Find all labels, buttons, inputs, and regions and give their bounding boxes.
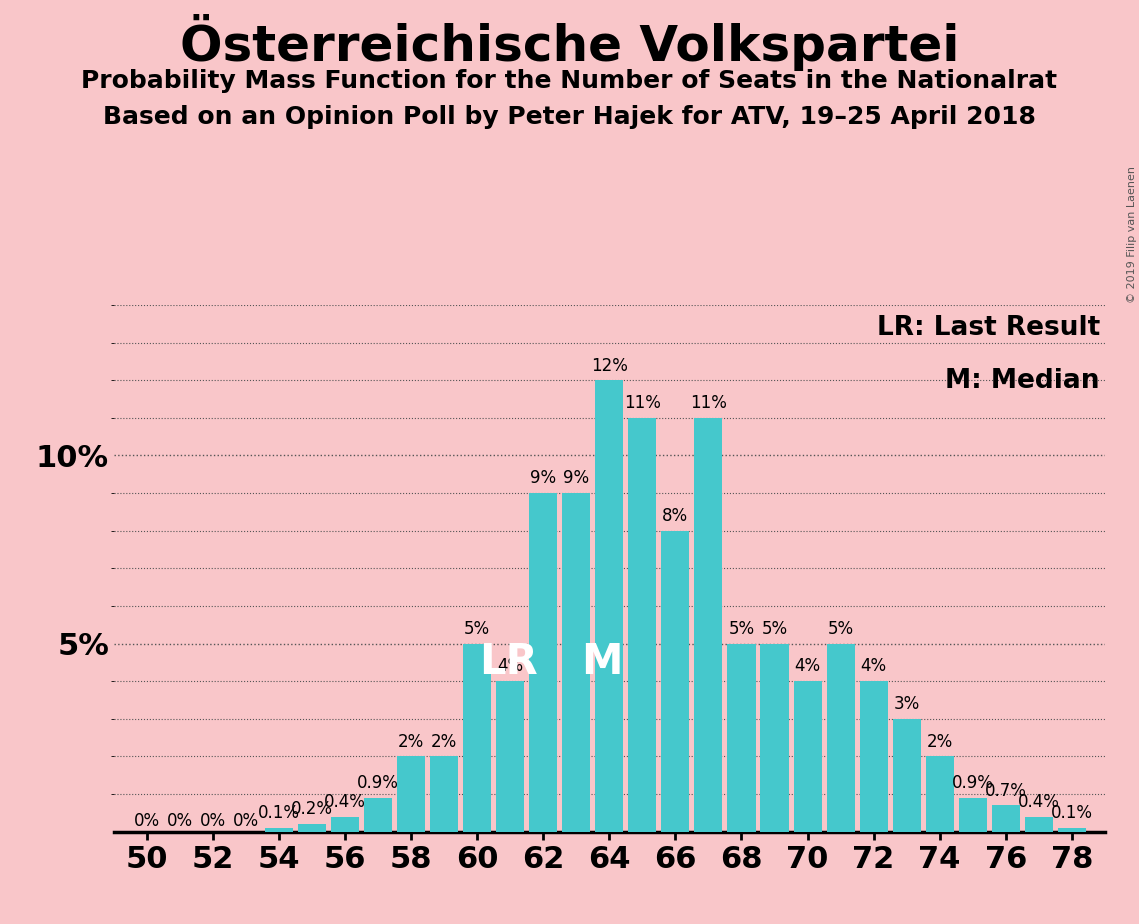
Text: 2%: 2% <box>926 733 953 750</box>
Bar <box>893 719 920 832</box>
Text: 5%: 5% <box>465 620 490 638</box>
Bar <box>464 643 491 832</box>
Bar <box>959 797 986 832</box>
Text: © 2019 Filip van Laenen: © 2019 Filip van Laenen <box>1126 166 1137 303</box>
Bar <box>662 530 689 832</box>
Text: 11%: 11% <box>624 395 661 412</box>
Bar <box>1025 817 1052 832</box>
Text: 0.4%: 0.4% <box>1018 793 1059 811</box>
Text: 4%: 4% <box>498 658 523 675</box>
Bar <box>695 418 722 832</box>
Bar <box>794 681 821 832</box>
Text: 9%: 9% <box>564 469 589 487</box>
Bar <box>1058 828 1085 832</box>
Text: 0.2%: 0.2% <box>292 800 333 819</box>
Bar <box>596 380 623 832</box>
Bar <box>827 643 854 832</box>
Text: 8%: 8% <box>663 507 688 525</box>
Text: 5%: 5% <box>762 620 787 638</box>
Bar <box>265 828 293 832</box>
Text: 0.4%: 0.4% <box>325 793 366 811</box>
Bar <box>298 824 326 832</box>
Text: Probability Mass Function for the Number of Seats in the Nationalrat: Probability Mass Function for the Number… <box>81 69 1058 93</box>
Text: 0.7%: 0.7% <box>985 782 1026 799</box>
Bar <box>530 493 557 832</box>
Text: 0.1%: 0.1% <box>1051 804 1092 822</box>
Bar <box>629 418 656 832</box>
Bar <box>563 493 590 832</box>
Text: 0.9%: 0.9% <box>358 774 399 792</box>
Bar <box>364 797 392 832</box>
Text: 5%: 5% <box>729 620 754 638</box>
Text: Based on an Opinion Poll by Peter Hajek for ATV, 19–25 April 2018: Based on an Opinion Poll by Peter Hajek … <box>103 105 1036 129</box>
Bar <box>398 757 425 832</box>
Text: 11%: 11% <box>690 395 727 412</box>
Bar <box>761 643 788 832</box>
Text: LR: Last Result: LR: Last Result <box>877 315 1100 342</box>
Text: 0%: 0% <box>233 811 259 830</box>
Text: 4%: 4% <box>795 658 820 675</box>
Text: 9%: 9% <box>531 469 556 487</box>
Text: Österreichische Volkspartei: Österreichische Volkspartei <box>180 14 959 71</box>
Text: 2%: 2% <box>398 733 425 750</box>
Text: 3%: 3% <box>893 695 920 713</box>
Text: 4%: 4% <box>861 658 886 675</box>
Text: LR: LR <box>480 641 539 684</box>
Text: 0.9%: 0.9% <box>952 774 993 792</box>
Bar <box>497 681 524 832</box>
Text: 0%: 0% <box>167 811 192 830</box>
Text: 12%: 12% <box>591 357 628 374</box>
Bar <box>992 805 1019 832</box>
Text: M: M <box>581 641 623 684</box>
Bar <box>728 643 755 832</box>
Bar <box>860 681 887 832</box>
Text: M: Median: M: Median <box>945 368 1100 395</box>
Bar <box>431 757 458 832</box>
Bar <box>926 757 953 832</box>
Bar <box>331 817 359 832</box>
Text: 0%: 0% <box>200 811 226 830</box>
Text: 0.1%: 0.1% <box>259 804 300 822</box>
Text: 0%: 0% <box>134 811 159 830</box>
Text: 2%: 2% <box>431 733 458 750</box>
Text: 5%: 5% <box>828 620 853 638</box>
